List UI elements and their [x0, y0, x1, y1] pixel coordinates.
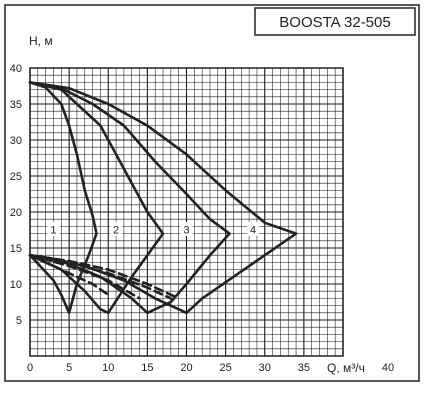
series-layer — [28, 81, 298, 315]
y-tick-label: 25 — [10, 171, 22, 183]
y-tick-label: 40 — [10, 63, 22, 75]
curve-label-bg — [180, 222, 193, 236]
x-tick-label: 30 — [259, 362, 271, 374]
y-tick-label: 35 — [10, 99, 22, 111]
curve-label-bg — [110, 222, 123, 236]
pump-curve-3 — [28, 81, 231, 315]
x-tick-label: 40 — [382, 362, 394, 374]
curve-label: 1 — [50, 225, 56, 237]
x-tick-label: 0 — [27, 362, 33, 374]
x-tick-label: 35 — [298, 362, 310, 374]
x-axis-label: Q, м³/ч — [327, 361, 365, 375]
y-axis-label: H, м — [29, 34, 53, 48]
tick-labels: 0 5 10 15 20 25 30 35 40 5 10 15 20 25 30 35 40 — [10, 63, 394, 374]
curve-label: 2 — [113, 225, 119, 237]
x-tick-label: 25 — [220, 362, 232, 374]
y-tick-label: 5 — [16, 315, 22, 327]
npsh-curve-5 — [28, 253, 110, 297]
chart-title: BOOSTA 32-505 — [279, 14, 390, 31]
y-tick-label: 15 — [10, 243, 22, 255]
x-tick-label: 15 — [141, 362, 153, 374]
curve-label: 3 — [183, 225, 189, 237]
x-tick-label: 5 — [66, 362, 72, 374]
y-tick-label: 30 — [10, 135, 22, 147]
npsh-curve-8 — [28, 253, 180, 300]
y-tick-label: 20 — [10, 207, 22, 219]
x-tick-label: 10 — [102, 362, 114, 374]
x-tick-label: 20 — [180, 362, 192, 374]
npsh-curve-6 — [28, 253, 141, 300]
curve-label-bg — [47, 222, 60, 236]
pump-curve-2 — [28, 81, 165, 315]
curve-labels: 1 2 3 4 — [47, 222, 260, 237]
curve-label: 4 — [250, 225, 256, 237]
plot-border — [29, 67, 344, 357]
curve-label-bg — [247, 222, 260, 236]
outer-frame — [4, 4, 420, 382]
title-box — [254, 7, 416, 36]
y-tick-label: 10 — [10, 279, 22, 291]
pump-curve-4 — [28, 81, 298, 315]
pump-curve-1 — [28, 81, 98, 315]
